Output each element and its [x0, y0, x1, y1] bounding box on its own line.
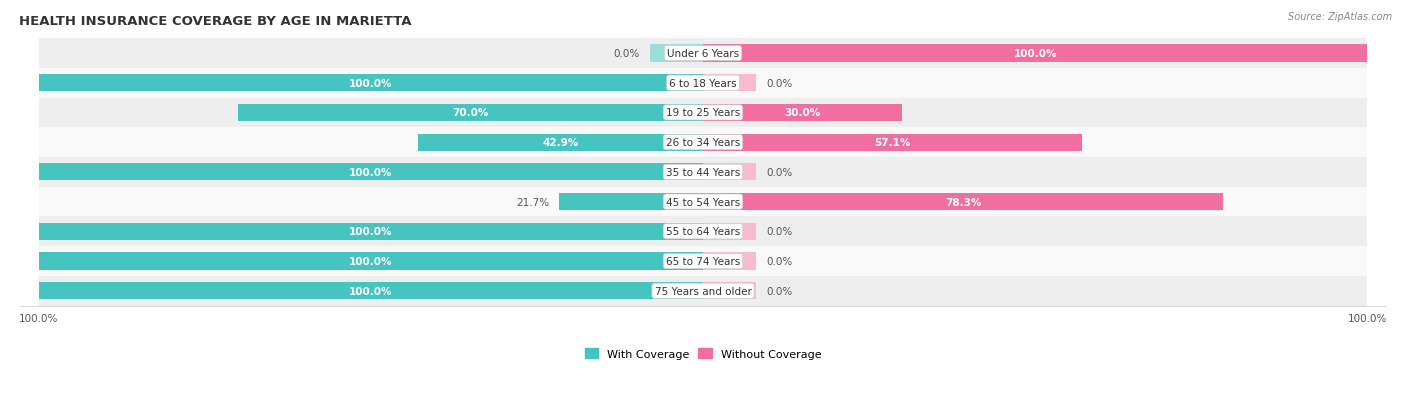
Bar: [39, 69, 1367, 98]
Bar: [39, 187, 1367, 217]
Bar: [39, 75, 703, 92]
Text: 0.0%: 0.0%: [766, 167, 793, 178]
Text: 0.0%: 0.0%: [766, 78, 793, 88]
Text: 100.0%: 100.0%: [1014, 49, 1057, 59]
Legend: With Coverage, Without Coverage: With Coverage, Without Coverage: [581, 344, 825, 363]
Text: Under 6 Years: Under 6 Years: [666, 49, 740, 59]
Bar: [39, 164, 703, 181]
Text: 42.9%: 42.9%: [543, 138, 579, 148]
Bar: [703, 164, 756, 181]
Text: 45 to 54 Years: 45 to 54 Years: [666, 197, 740, 207]
Text: 35 to 44 Years: 35 to 44 Years: [666, 167, 740, 178]
Text: 100.0%: 100.0%: [349, 167, 392, 178]
Bar: [650, 45, 703, 62]
Text: 100.0%: 100.0%: [349, 78, 392, 88]
Text: 0.0%: 0.0%: [766, 227, 793, 237]
Text: 0.0%: 0.0%: [766, 256, 793, 266]
Bar: [39, 282, 703, 300]
Text: 65 to 74 Years: 65 to 74 Years: [666, 256, 740, 266]
Text: 19 to 25 Years: 19 to 25 Years: [666, 108, 740, 118]
Bar: [238, 104, 703, 122]
Text: 21.7%: 21.7%: [516, 197, 548, 207]
Bar: [558, 193, 703, 211]
Text: 57.1%: 57.1%: [875, 138, 911, 148]
Bar: [703, 193, 1223, 211]
Bar: [703, 104, 903, 122]
Text: 30.0%: 30.0%: [785, 108, 821, 118]
Text: 55 to 64 Years: 55 to 64 Years: [666, 227, 740, 237]
Bar: [703, 253, 756, 270]
Text: 78.3%: 78.3%: [945, 197, 981, 207]
Bar: [39, 276, 1367, 306]
Bar: [39, 98, 1367, 128]
Text: 100.0%: 100.0%: [349, 227, 392, 237]
Bar: [39, 223, 703, 240]
Text: HEALTH INSURANCE COVERAGE BY AGE IN MARIETTA: HEALTH INSURANCE COVERAGE BY AGE IN MARI…: [18, 15, 412, 28]
Text: 75 Years and older: 75 Years and older: [655, 286, 751, 296]
Bar: [39, 39, 1367, 69]
Bar: [703, 223, 756, 240]
Bar: [39, 217, 1367, 247]
Bar: [39, 247, 1367, 276]
Bar: [703, 75, 756, 92]
Bar: [39, 158, 1367, 187]
Text: 70.0%: 70.0%: [453, 108, 489, 118]
Text: 26 to 34 Years: 26 to 34 Years: [666, 138, 740, 148]
Bar: [39, 253, 703, 270]
Text: 0.0%: 0.0%: [766, 286, 793, 296]
Text: Source: ZipAtlas.com: Source: ZipAtlas.com: [1288, 12, 1392, 22]
Bar: [703, 282, 756, 300]
Text: 0.0%: 0.0%: [613, 49, 640, 59]
Text: 6 to 18 Years: 6 to 18 Years: [669, 78, 737, 88]
Bar: [703, 45, 1367, 62]
Text: 100.0%: 100.0%: [349, 286, 392, 296]
Bar: [703, 134, 1083, 152]
Bar: [418, 134, 703, 152]
Bar: [39, 128, 1367, 158]
Text: 100.0%: 100.0%: [349, 256, 392, 266]
